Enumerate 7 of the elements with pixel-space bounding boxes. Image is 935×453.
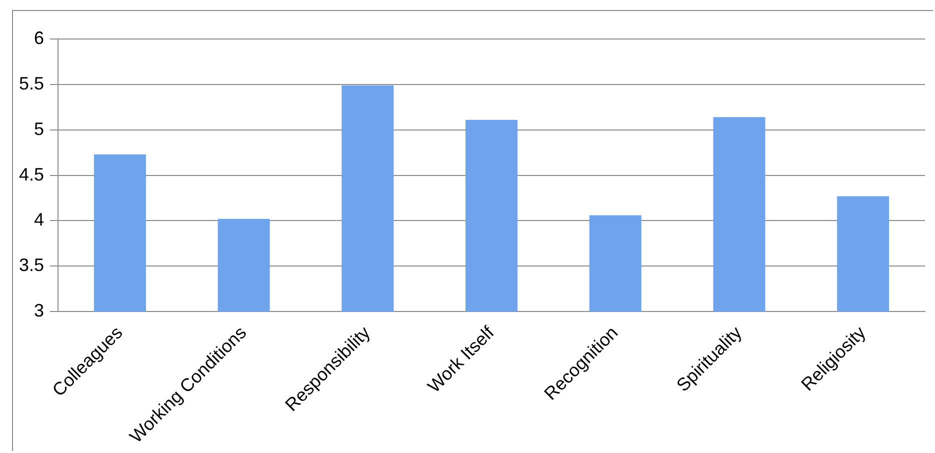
- y-tick-label: 3: [34, 300, 44, 321]
- y-tick-label: 6: [34, 28, 44, 48]
- y-tick-label: 5: [34, 118, 44, 139]
- y-tick-label: 4.5: [18, 164, 44, 184]
- y-tick-label: 3.5: [18, 255, 44, 276]
- y-tick-label: 5.5: [18, 73, 44, 94]
- y-tick-label: 4: [34, 210, 44, 230]
